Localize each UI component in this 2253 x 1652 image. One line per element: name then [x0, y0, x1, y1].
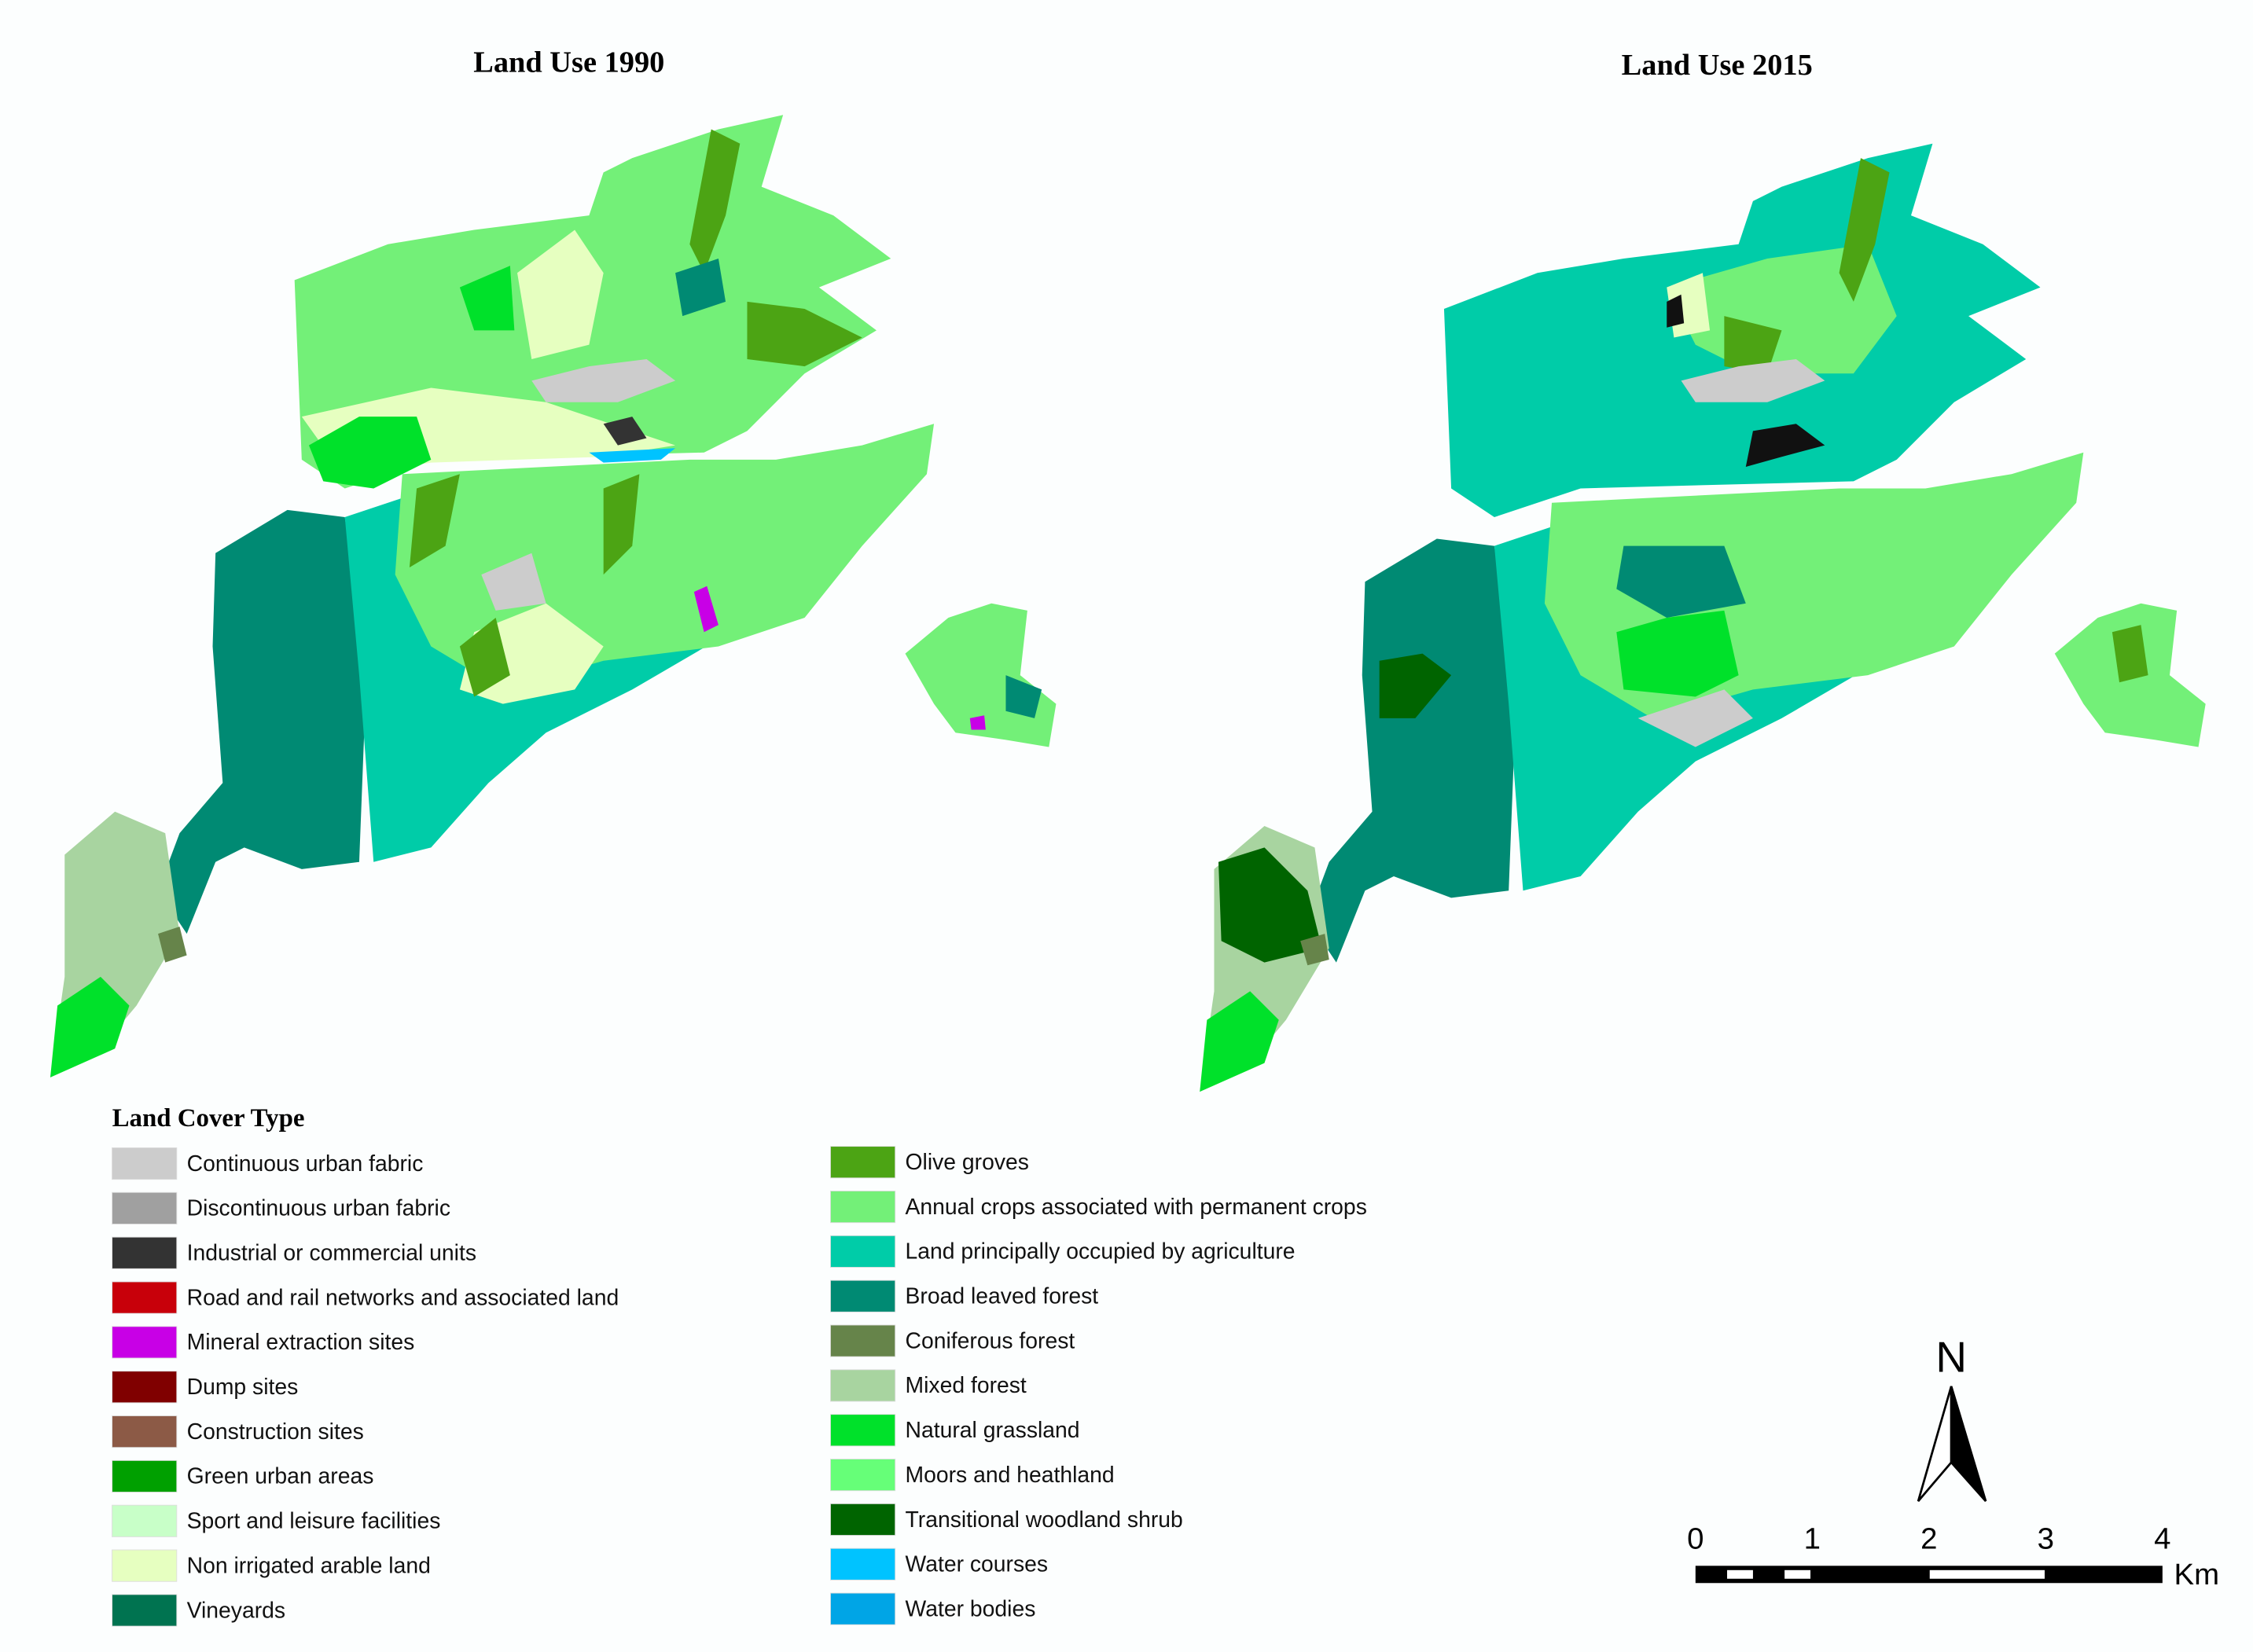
legend-label: Annual crops associated with permanent c… [906, 1195, 1367, 1220]
legend-swatch [830, 1235, 896, 1268]
legend-swatch [830, 1592, 896, 1625]
legend-swatch [830, 1190, 896, 1224]
scale-tick-label: 0 [1687, 1522, 1704, 1555]
north-arrow [1917, 1386, 1987, 1502]
legend-title: Land Cover Type [112, 1104, 305, 1133]
scale-tick-label: 4 [2154, 1522, 2170, 1555]
legend-swatch [830, 1146, 896, 1179]
legend-swatch [112, 1415, 178, 1448]
legend-swatch [112, 1371, 178, 1404]
legend-swatch [830, 1414, 896, 1447]
legend-label: Sport and leisure facilities [187, 1509, 441, 1534]
legend-swatch [112, 1504, 178, 1537]
legend-label: Olive groves [906, 1150, 1029, 1175]
legend-label: Discontinuous urban fabric [187, 1196, 450, 1221]
legend-label: Water bodies [906, 1596, 1036, 1621]
legend-label: Continuous urban fabric [187, 1151, 424, 1177]
scale-labels: 0 1 2 3 4 [1687, 1522, 2170, 1555]
map-title: Land Use 2015 [1622, 49, 1813, 82]
scale-bar [1695, 1566, 2163, 1584]
map-title: Land Use 1990 [473, 46, 664, 79]
legend-label: Dump sites [187, 1375, 299, 1400]
legend-label: Natural grassland [906, 1418, 1080, 1443]
legend-label: Mixed forest [906, 1373, 1027, 1398]
scale-tick-label: 1 [1804, 1522, 1821, 1555]
scale-tick-label: 2 [1920, 1522, 1937, 1555]
legend-label: Green urban areas [187, 1464, 374, 1489]
legend-swatch [112, 1459, 178, 1493]
legend-swatch [112, 1191, 178, 1224]
legend-swatch [830, 1369, 896, 1402]
legend-swatch [112, 1147, 178, 1180]
legend-swatch [830, 1547, 896, 1580]
legend-label: Road and rail networks and associated la… [187, 1285, 619, 1310]
scale-unit: Km [2174, 1558, 2219, 1591]
legend-label: Mineral extraction sites [187, 1330, 415, 1355]
legend-swatch [830, 1459, 896, 1492]
legend-swatch [112, 1236, 178, 1269]
legend-label: Construction sites [187, 1419, 364, 1445]
legend-label: Industrial or commercial units [187, 1241, 476, 1266]
scale-tick-label: 3 [2038, 1522, 2054, 1555]
legend-swatch [830, 1324, 896, 1357]
legend-label: Transitional woodland shrub [906, 1507, 1183, 1533]
north-label: N [1935, 1333, 1967, 1382]
legend-label: Moors and heathland [906, 1463, 1115, 1488]
legend-label: Land principally occupied by agriculture [906, 1239, 1296, 1265]
legend: Continuous urban fabric Discontinuous urb… [112, 1146, 1367, 1627]
legend-label: Water courses [906, 1552, 1049, 1577]
legend-label: Vineyards [187, 1598, 285, 1623]
legend-label: Non irrigated arable land [187, 1553, 431, 1578]
legend-label: Broad leaved forest [906, 1284, 1099, 1309]
map-1990 [50, 115, 1057, 1077]
legend-swatch [112, 1281, 178, 1314]
legend-swatch [112, 1594, 178, 1627]
map-2015 [1200, 143, 2206, 1092]
legend-swatch [830, 1279, 896, 1312]
legend-swatch [112, 1549, 178, 1582]
legend-label: Coniferous forest [906, 1328, 1075, 1353]
legend-swatch [112, 1326, 178, 1359]
legend-swatch [830, 1503, 896, 1536]
